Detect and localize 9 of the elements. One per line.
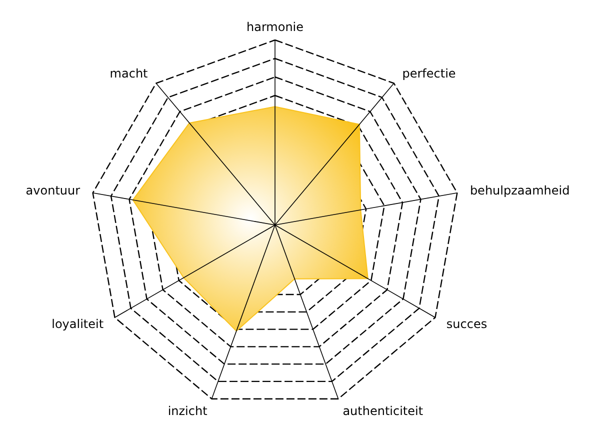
spoke-label: harmonie (246, 20, 304, 34)
spoke-label: perfectie (402, 66, 456, 80)
spoke-label: succes (446, 316, 488, 331)
spoke-label: macht (110, 66, 148, 80)
spoke-label: inzicht (168, 404, 208, 418)
spoke-label: authenticiteit (342, 404, 424, 418)
spoke-label: avontuur (26, 184, 80, 198)
spoke-label: loyaliteit (52, 316, 104, 331)
spoke-label: behulpzaamheid (470, 184, 570, 198)
